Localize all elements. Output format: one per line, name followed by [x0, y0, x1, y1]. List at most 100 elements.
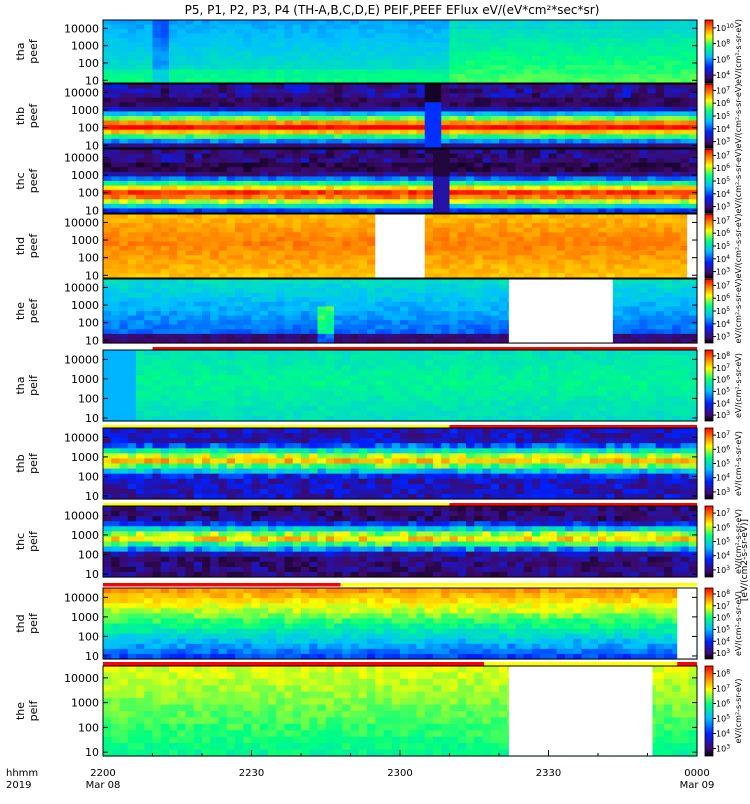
heatmap-cell: [235, 241, 244, 246]
heatmap-cell: [450, 241, 459, 246]
heatmap-cell: [326, 214, 335, 219]
heatmap-cell: [144, 139, 153, 144]
heatmap-cell: [169, 121, 178, 126]
heatmap-cell: [532, 181, 541, 186]
heatmap-cell: [169, 125, 178, 130]
heatmap-cell: [285, 334, 294, 339]
heatmap-cell: [210, 20, 219, 25]
heatmap-cell: [458, 70, 467, 75]
heatmap-cell: [565, 228, 574, 233]
heatmap-cell: [334, 125, 343, 130]
heatmap-cell: [120, 52, 129, 57]
colorbar-tick-mantissa: 10: [716, 177, 726, 186]
heatmap-cell: [483, 121, 492, 126]
heatmap-cell: [549, 219, 558, 224]
heatmap-cell: [466, 163, 475, 168]
heatmap-cell: [441, 311, 450, 316]
heatmap-cell: [540, 199, 549, 204]
heatmap-cell: [177, 74, 186, 79]
heatmap-cell: [375, 34, 384, 39]
heatmap-cell: [573, 186, 582, 191]
heatmap-cell: [582, 107, 591, 112]
heatmap-cell: [161, 125, 170, 130]
heatmap-cell: [276, 237, 285, 242]
heatmap-cell: [227, 320, 236, 325]
heatmap-cell: [227, 246, 236, 251]
heatmap-cell: [672, 241, 681, 246]
heatmap-cell: [582, 172, 591, 177]
heatmap-cell: [177, 61, 186, 66]
heatmap-cell: [243, 334, 252, 339]
heatmap-cell: [384, 52, 393, 57]
heatmap-cell: [598, 195, 607, 200]
heatmap-cell: [153, 111, 162, 116]
heatmap-cell: [210, 190, 219, 195]
heatmap-cell: [103, 219, 112, 224]
heatmap-cell: [219, 111, 228, 116]
heatmap-cell: [210, 219, 219, 224]
heatmap-cell: [491, 255, 500, 260]
heatmap-cell: [565, 219, 574, 224]
heatmap-cell: [532, 264, 541, 269]
y-tick-label: 10000: [64, 151, 99, 164]
heatmap-cell: [450, 219, 459, 224]
colorbar-tick-label: 104: [716, 254, 730, 264]
heatmap-cell: [466, 186, 475, 191]
heatmap-cell: [516, 176, 525, 181]
heatmap-cell: [342, 70, 351, 75]
heatmap-cell: [433, 228, 442, 233]
heatmap-cell: [672, 116, 681, 121]
heatmap-cell: [136, 186, 145, 191]
heatmap-cell: [276, 246, 285, 251]
heatmap-cell: [384, 107, 393, 112]
heatmap-cell: [499, 125, 508, 130]
heatmap-cell: [392, 116, 401, 121]
heatmap-cell: [276, 223, 285, 228]
heatmap-cell: [202, 195, 211, 200]
heatmap-cell: [293, 149, 302, 154]
heatmap-cell: [491, 20, 500, 25]
heatmap-cell: [565, 223, 574, 228]
heatmap-cell: [433, 232, 442, 237]
heatmap-cell: [466, 176, 475, 181]
heatmap-cell: [219, 251, 228, 256]
heatmap-cell: [433, 20, 442, 25]
heatmap-cell: [342, 190, 351, 195]
heatmap-cell: [417, 279, 426, 284]
heatmap-cell: [153, 237, 162, 242]
heatmap-cell: [367, 74, 376, 79]
heatmap-cell: [111, 38, 120, 43]
heatmap-cell: [128, 181, 137, 186]
heatmap-cell: [507, 167, 516, 172]
heatmap-cell: [276, 176, 285, 181]
heatmap-cell: [219, 149, 228, 154]
heatmap-cell: [260, 334, 269, 339]
heatmap-cell: [474, 311, 483, 316]
heatmap-cell: [260, 279, 269, 284]
heatmap-cell: [408, 167, 417, 172]
heatmap-cell: [425, 190, 434, 195]
heatmap-cell: [557, 149, 566, 154]
heatmap-cell: [441, 246, 450, 251]
heatmap-cell: [103, 74, 112, 79]
heatmap-cell: [392, 297, 401, 302]
heatmap-cell: [276, 134, 285, 139]
heatmap-cell: [367, 121, 376, 126]
heatmap-cell: [202, 241, 211, 246]
heatmap-cell: [573, 61, 582, 66]
heatmap-cell: [516, 47, 525, 52]
heatmap-cell: [293, 311, 302, 316]
heatmap-cell: [516, 190, 525, 195]
colorbar-tick-exponent: 8: [726, 39, 730, 46]
heatmap-cell: [301, 20, 310, 25]
heatmap-cell: [656, 25, 665, 30]
heatmap-cell: [681, 98, 690, 103]
heatmap-cell: [136, 279, 145, 284]
heatmap-cell: [293, 29, 302, 34]
heatmap-cell: [252, 163, 261, 168]
heatmap-cell: [194, 260, 203, 265]
heatmap-cell: [111, 306, 120, 311]
heatmap-cell: [392, 186, 401, 191]
heatmap-cell: [689, 134, 698, 139]
